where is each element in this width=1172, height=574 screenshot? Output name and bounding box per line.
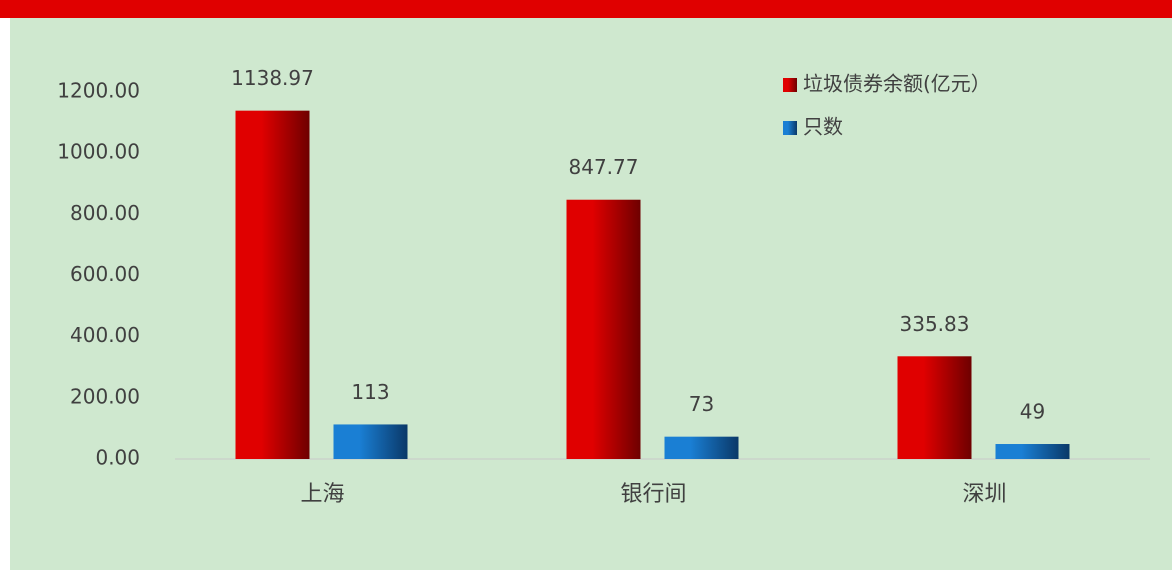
bar bbox=[566, 199, 641, 459]
y-tick-label: 400.00 bbox=[70, 323, 140, 347]
bar bbox=[897, 356, 972, 459]
y-tick-label: 1000.00 bbox=[57, 140, 140, 164]
data-label: 847.77 bbox=[569, 155, 639, 179]
bar bbox=[333, 424, 408, 459]
x-tick-label: 深圳 bbox=[962, 482, 1006, 507]
y-tick-label: 0.00 bbox=[95, 446, 140, 470]
y-tick-label: 200.00 bbox=[70, 384, 140, 408]
y-tick-label: 1200.00 bbox=[57, 79, 140, 103]
data-label: 335.83 bbox=[900, 312, 970, 336]
x-tick-label: 银行间 bbox=[620, 482, 686, 507]
data-label: 73 bbox=[689, 392, 714, 416]
data-label: 49 bbox=[1020, 400, 1045, 424]
legend-label: 只数 bbox=[803, 115, 843, 139]
x-tick-label: 上海 bbox=[300, 482, 344, 507]
legend-swatch bbox=[783, 121, 797, 135]
y-tick-label: 600.00 bbox=[70, 262, 140, 286]
bar bbox=[664, 436, 739, 459]
legend-swatch bbox=[783, 78, 797, 92]
bar bbox=[235, 110, 310, 459]
data-label: 1138.97 bbox=[231, 66, 314, 90]
y-tick-label: 800.00 bbox=[70, 201, 140, 225]
bar bbox=[995, 444, 1070, 459]
title-banner bbox=[0, 0, 1172, 18]
legend-label: 垃圾债券余额(亿元） bbox=[803, 72, 991, 96]
data-label: 113 bbox=[351, 380, 389, 404]
